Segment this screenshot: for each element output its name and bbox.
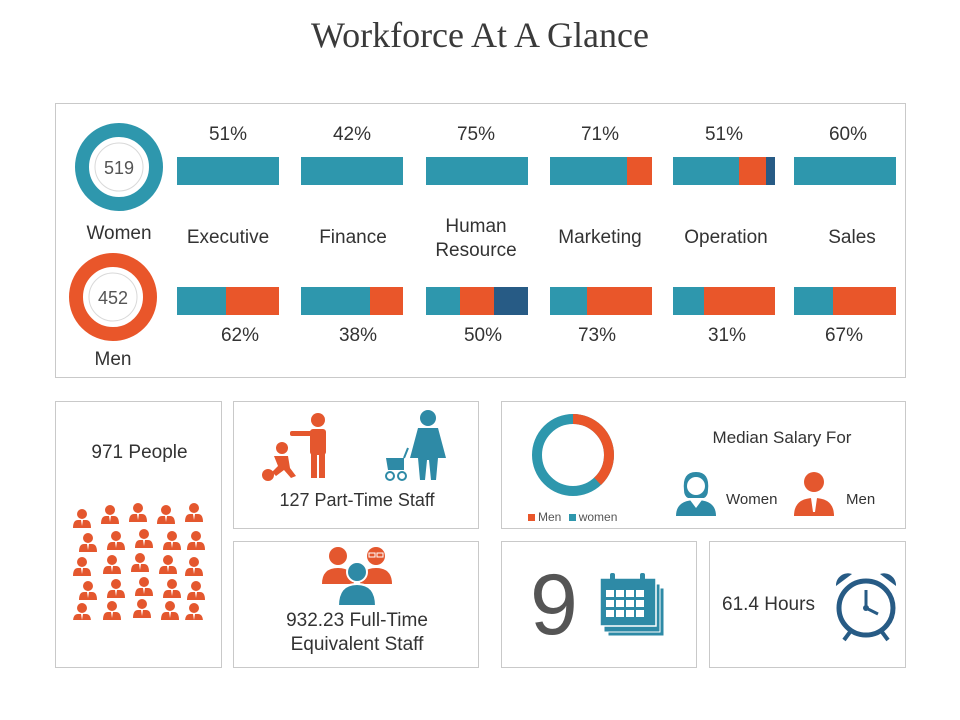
bar-segment-men <box>703 287 775 315</box>
bar-segment-women <box>177 287 226 315</box>
legend-men-swatch <box>528 514 535 522</box>
women-count: 519 <box>103 158 135 178</box>
bar-segment-women <box>426 287 460 315</box>
dept-bottom-percent: 67% <box>824 325 864 346</box>
alarm-clock-icon <box>835 573 897 642</box>
calendar-icon <box>599 573 665 637</box>
dept-top-bar <box>177 157 279 185</box>
dept-bottom-percent: 31% <box>707 325 747 346</box>
dept-bottom-bar <box>301 287 403 315</box>
bar-segment-women <box>550 157 627 185</box>
dept-top-percent: 51% <box>704 124 744 145</box>
bar-segment-women <box>794 157 896 185</box>
salary-women-label: Women <box>726 491 778 508</box>
legend-men-label: Men <box>538 510 562 524</box>
people-group-icon <box>73 503 205 620</box>
dept-bottom-bar <box>550 287 652 315</box>
days-panel: 9 <box>501 541 697 668</box>
dept-bottom-percent: 62% <box>220 325 260 346</box>
bar-segment-dark <box>765 157 775 185</box>
hours-label: 61.4 Hours <box>722 594 815 615</box>
dept-top-percent: 60% <box>828 124 868 145</box>
dept-bottom-bar <box>794 287 896 315</box>
team-icon <box>322 547 392 607</box>
women-label: Women <box>86 223 152 244</box>
people-count: 971 People <box>91 442 188 463</box>
salary-legend: Men women <box>528 510 617 524</box>
gender-by-department-panel: 519 Women 452 Men 51% Executive 62% 42% … <box>55 103 906 378</box>
men-ring <box>69 253 157 341</box>
bar-segment-men <box>370 287 403 315</box>
dept-top-percent: 42% <box>332 124 372 145</box>
bar-segment-women <box>177 157 279 185</box>
dept-name: Marketing <box>558 227 642 248</box>
legend-women-swatch <box>568 514 576 522</box>
dept-name: Executive <box>186 227 270 248</box>
dept-top-bar <box>794 157 896 185</box>
bar-segment-men <box>832 287 896 315</box>
parent-child-play-icon <box>262 413 326 481</box>
dept-top-bar <box>673 157 775 185</box>
dept-bottom-bar <box>426 287 528 315</box>
days-value: 9 <box>530 557 578 653</box>
part-time-panel: 127 Part-Time Staff <box>233 401 479 529</box>
legend-women-label: women <box>578 510 618 524</box>
dept-name: Finance <box>319 227 387 248</box>
dept-top-percent: 71% <box>580 124 620 145</box>
dept-bottom-bar <box>177 287 279 315</box>
full-time-label-line1: 932.23 Full-Time <box>286 610 428 631</box>
dept-bottom-percent: 73% <box>577 325 617 346</box>
dept-name: Operation <box>684 227 768 248</box>
women-ring <box>75 123 163 211</box>
hours-panel: 61.4 Hours <box>709 541 906 668</box>
salary-donut-men-arc <box>532 414 614 496</box>
bar-segment-women <box>673 157 740 185</box>
woman-avatar-icon <box>676 472 716 516</box>
dept-top-bar <box>550 157 652 185</box>
bar-segment-women <box>673 287 704 315</box>
bar-segment-women <box>550 287 587 315</box>
bar-segment-men <box>225 287 279 315</box>
men-label: Men <box>94 349 132 370</box>
dept-top-percent: 51% <box>208 124 248 145</box>
median-salary-panel: Men women Median Salary For Women Men <box>501 401 906 529</box>
dept-top-bar <box>426 157 528 185</box>
bar-segment-women <box>426 157 528 185</box>
bar-segment-men <box>586 287 652 315</box>
part-time-label: 127 Part-Time Staff <box>279 490 435 510</box>
bar-segment-women <box>301 287 371 315</box>
dept-name: Sales <box>828 227 876 248</box>
bar-segment-women <box>794 287 833 315</box>
salary-men-label: Men <box>846 491 876 508</box>
salary-title: Median Salary For <box>712 428 852 447</box>
salary-donut <box>532 414 614 496</box>
page-title: Workforce At A Glance <box>311 15 649 55</box>
men-count: 452 <box>97 288 129 308</box>
dept-top-percent: 75% <box>456 124 496 145</box>
dept-bottom-percent: 38% <box>338 325 378 346</box>
bar-segment-men <box>739 157 766 185</box>
dept-name: Human Resource <box>435 216 517 261</box>
dept-bottom-percent: 50% <box>463 325 503 346</box>
bar-segment-men <box>459 287 495 315</box>
bar-segment-dark <box>494 287 528 315</box>
dept-bottom-bar <box>673 287 775 315</box>
bar-segment-men <box>626 157 652 185</box>
full-time-panel: 932.23 Full-Time Equivalent Staff <box>233 541 479 668</box>
bar-segment-women <box>301 157 403 185</box>
full-time-label-line2: Equivalent Staff <box>290 634 424 655</box>
man-avatar-icon <box>794 472 834 516</box>
dept-top-bar <box>301 157 403 185</box>
mother-stroller-icon <box>385 410 446 481</box>
people-panel: 971 People <box>55 401 222 668</box>
